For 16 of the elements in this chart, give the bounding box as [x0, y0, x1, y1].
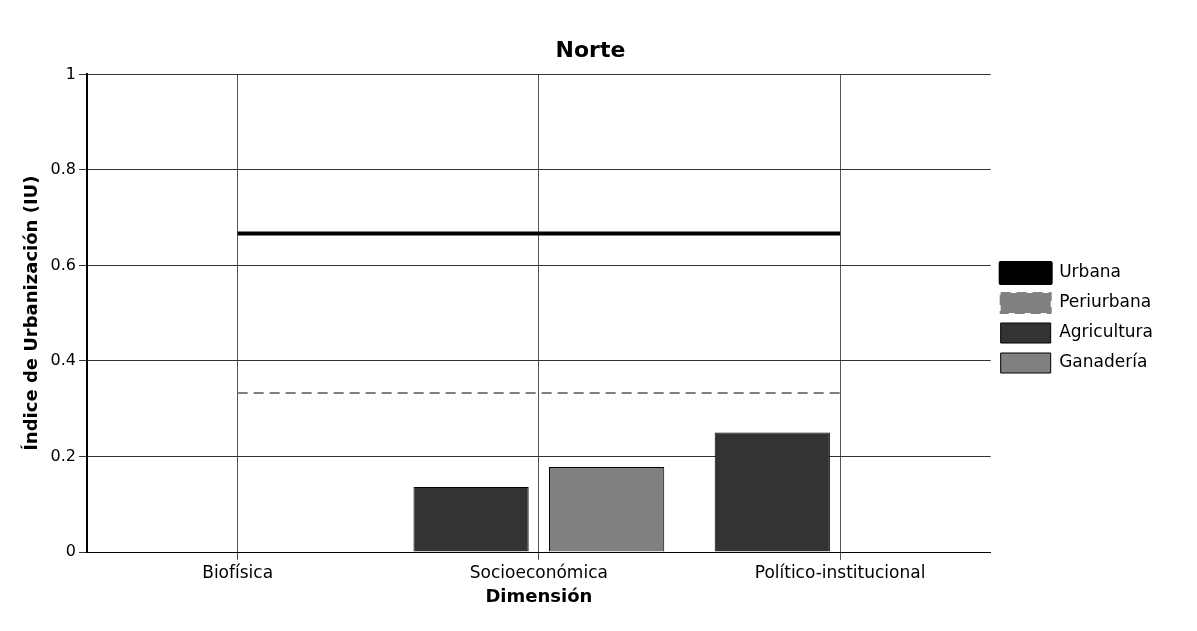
- x-tick-label: Político-institucional: [754, 561, 926, 582]
- y-tick-label: 0: [65, 541, 77, 561]
- legend-label: Periurbana: [1059, 291, 1152, 312]
- legend-label: Agricultura: [1059, 321, 1153, 342]
- x-axis-title: Dimensión: [485, 584, 593, 606]
- legend-label: Urbana: [1059, 261, 1122, 282]
- y-tick-label: 0.8: [50, 159, 77, 179]
- legend-label: Ganadería: [1059, 351, 1148, 372]
- y-tick-label: 1: [65, 63, 77, 83]
- y-tick-label: 0.6: [50, 254, 77, 274]
- y-tick-label: 0.4: [50, 350, 77, 370]
- x-tick-label: Socioeconómica: [469, 561, 608, 582]
- x-tick-label: Biofísica: [202, 561, 274, 582]
- y-axis-title: Índice de Urbanización (IU): [20, 175, 42, 451]
- y-tick-label: 0.2: [50, 445, 77, 465]
- chart-title: Norte: [555, 36, 626, 62]
